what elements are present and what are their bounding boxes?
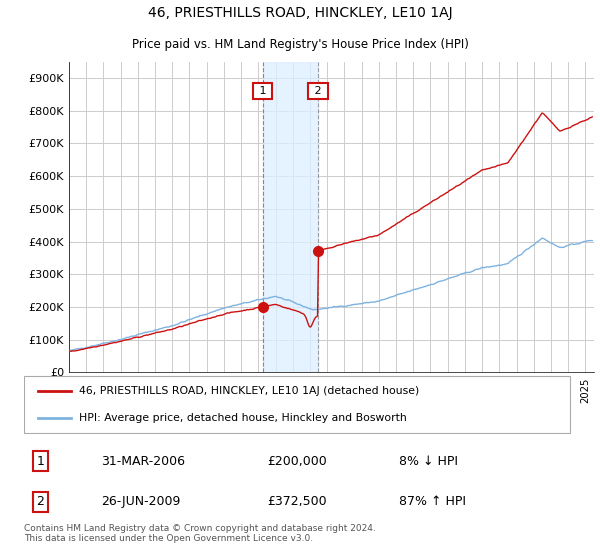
Text: 26-JUN-2009: 26-JUN-2009 [101, 496, 181, 508]
Text: 31-MAR-2006: 31-MAR-2006 [101, 455, 185, 468]
Text: HPI: Average price, detached house, Hinckley and Bosworth: HPI: Average price, detached house, Hinc… [79, 413, 407, 423]
Text: 46, PRIESTHILLS ROAD, HINCKLEY, LE10 1AJ (detached house): 46, PRIESTHILLS ROAD, HINCKLEY, LE10 1AJ… [79, 386, 419, 396]
Text: 2: 2 [311, 86, 325, 96]
Text: Price paid vs. HM Land Registry's House Price Index (HPI): Price paid vs. HM Land Registry's House … [131, 38, 469, 51]
Text: 8% ↓ HPI: 8% ↓ HPI [400, 455, 458, 468]
Text: 46, PRIESTHILLS ROAD, HINCKLEY, LE10 1AJ: 46, PRIESTHILLS ROAD, HINCKLEY, LE10 1AJ [148, 6, 452, 20]
Text: 87% ↑ HPI: 87% ↑ HPI [400, 496, 466, 508]
Text: £372,500: £372,500 [267, 496, 326, 508]
Text: £200,000: £200,000 [267, 455, 326, 468]
Text: 2: 2 [37, 496, 44, 508]
Text: Contains HM Land Registry data © Crown copyright and database right 2024.
This d: Contains HM Land Registry data © Crown c… [24, 524, 376, 543]
FancyBboxPatch shape [24, 376, 571, 433]
Text: 1: 1 [37, 455, 44, 468]
Bar [263, 62, 318, 372]
Text: 1: 1 [256, 86, 269, 96]
